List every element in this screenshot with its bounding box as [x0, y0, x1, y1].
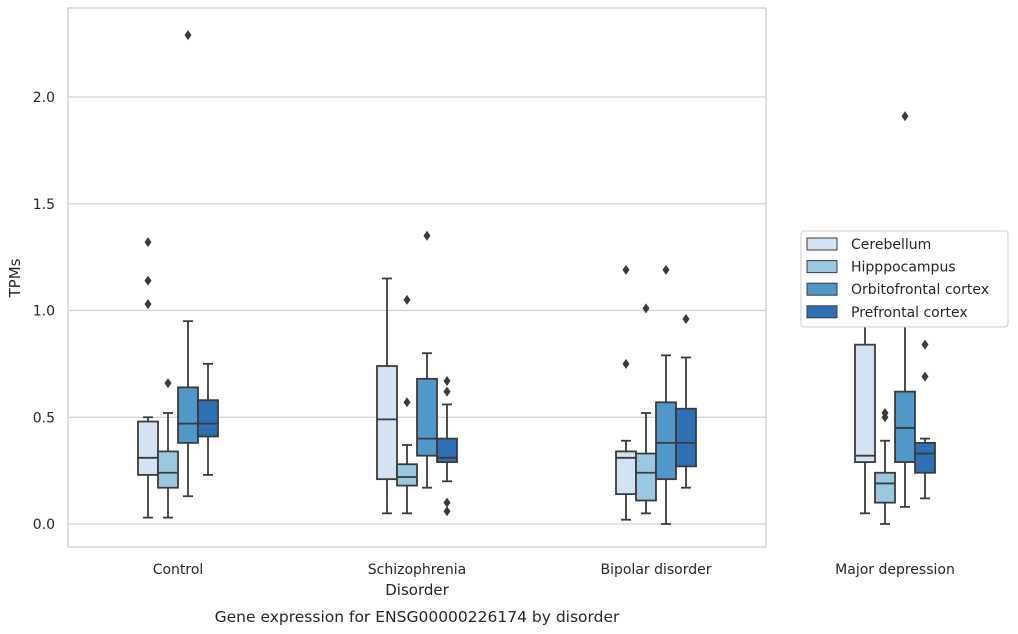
- y-tick-label: 1.0: [33, 304, 55, 320]
- y-tick-labels: 0.0 0.5 1.0 1.5 2.0: [33, 90, 55, 533]
- outlier-point: [184, 30, 192, 41]
- box-prefrontal-cortex: [675, 314, 697, 489]
- x-tick-label: Major depression: [835, 562, 955, 578]
- box-hipppocampus: [157, 378, 179, 519]
- outlier-point: [443, 386, 451, 397]
- box-iqr: [914, 441, 936, 474]
- outlier-point: [443, 375, 451, 386]
- outlier-point: [881, 407, 889, 418]
- outlier-point: [662, 264, 670, 275]
- y-tick-label: 0.5: [33, 410, 55, 426]
- legend-swatch: [806, 282, 838, 296]
- x-axis-label: Disorder: [385, 581, 449, 599]
- box-iqr: [416, 377, 438, 457]
- box-orbitofrontal-cortex: [177, 30, 199, 498]
- box-iqr: [854, 343, 876, 463]
- x-tick-label: Bipolar disorder: [600, 562, 711, 578]
- outlier-point: [921, 371, 929, 382]
- legend-swatch: [806, 260, 838, 274]
- outlier-point: [443, 506, 451, 517]
- legend-label: Cerebellum: [851, 237, 931, 253]
- box-prefrontal-cortex: [914, 339, 936, 500]
- x-tick-labels: Control Schizophrenia Bipolar disorder Majo…: [153, 562, 955, 578]
- y-tick-label: 2.0: [33, 90, 55, 106]
- box-iqr: [635, 452, 657, 502]
- legend: Cerebellum Hipppocampus Orbitofrontal cort…: [800, 230, 1009, 328]
- chart-caption: Gene expression for ENSG00000226174 by d…: [215, 608, 620, 626]
- box-iqr: [655, 401, 677, 481]
- x-tick-label: Control: [153, 562, 204, 578]
- legend-label: Hipppocampus: [851, 260, 956, 276]
- y-axis-label: TPMs: [6, 258, 24, 298]
- box-iqr: [675, 407, 697, 468]
- box-hipppocampus: [874, 407, 896, 525]
- outlier-point: [642, 303, 650, 314]
- box-prefrontal-cortex: [197, 362, 219, 476]
- outlier-point: [443, 497, 451, 508]
- outlier-point: [622, 358, 630, 369]
- box-iqr: [177, 386, 199, 444]
- box-iqr: [436, 437, 458, 463]
- outlier-point: [622, 264, 630, 275]
- legend-swatch: [806, 237, 838, 251]
- outlier-point: [403, 294, 411, 305]
- legend-label: Orbitofrontal cortex: [851, 282, 989, 298]
- box-cerebellum: [615, 264, 637, 521]
- box-prefrontal-cortex: [436, 375, 458, 517]
- x-tick-label: Schizophrenia: [368, 562, 466, 578]
- legend-label: Prefrontal cortex: [851, 305, 968, 321]
- box-iqr: [874, 471, 896, 504]
- y-tick-label: 1.5: [33, 197, 55, 213]
- box-series: [137, 30, 936, 525]
- box-iqr: [137, 420, 159, 476]
- legend-swatch: [806, 305, 838, 319]
- box-iqr: [376, 365, 398, 481]
- outlier-point: [921, 339, 929, 350]
- box-hipppocampus: [635, 303, 657, 515]
- box-cerebellum: [137, 237, 159, 519]
- box-orbitofrontal-cortex: [655, 264, 677, 525]
- box-hipppocampus: [396, 294, 418, 515]
- box-iqr: [197, 399, 219, 438]
- outlier-point: [901, 111, 909, 122]
- box-cerebellum: [376, 277, 398, 515]
- box-iqr: [157, 450, 179, 489]
- legend-frame: [800, 230, 1009, 328]
- outlier-point: [164, 378, 172, 389]
- outlier-point: [144, 299, 152, 310]
- plot-frame: [67, 7, 767, 548]
- outlier-point: [423, 230, 431, 241]
- outlier-point: [144, 275, 152, 286]
- outlier-point: [144, 237, 152, 248]
- box-iqr: [894, 390, 916, 463]
- outlier-point: [682, 314, 690, 325]
- box-orbitofrontal-cortex: [416, 230, 438, 489]
- outlier-point: [403, 397, 411, 408]
- box-iqr: [396, 463, 418, 487]
- y-tick-label: 0.0: [33, 517, 55, 533]
